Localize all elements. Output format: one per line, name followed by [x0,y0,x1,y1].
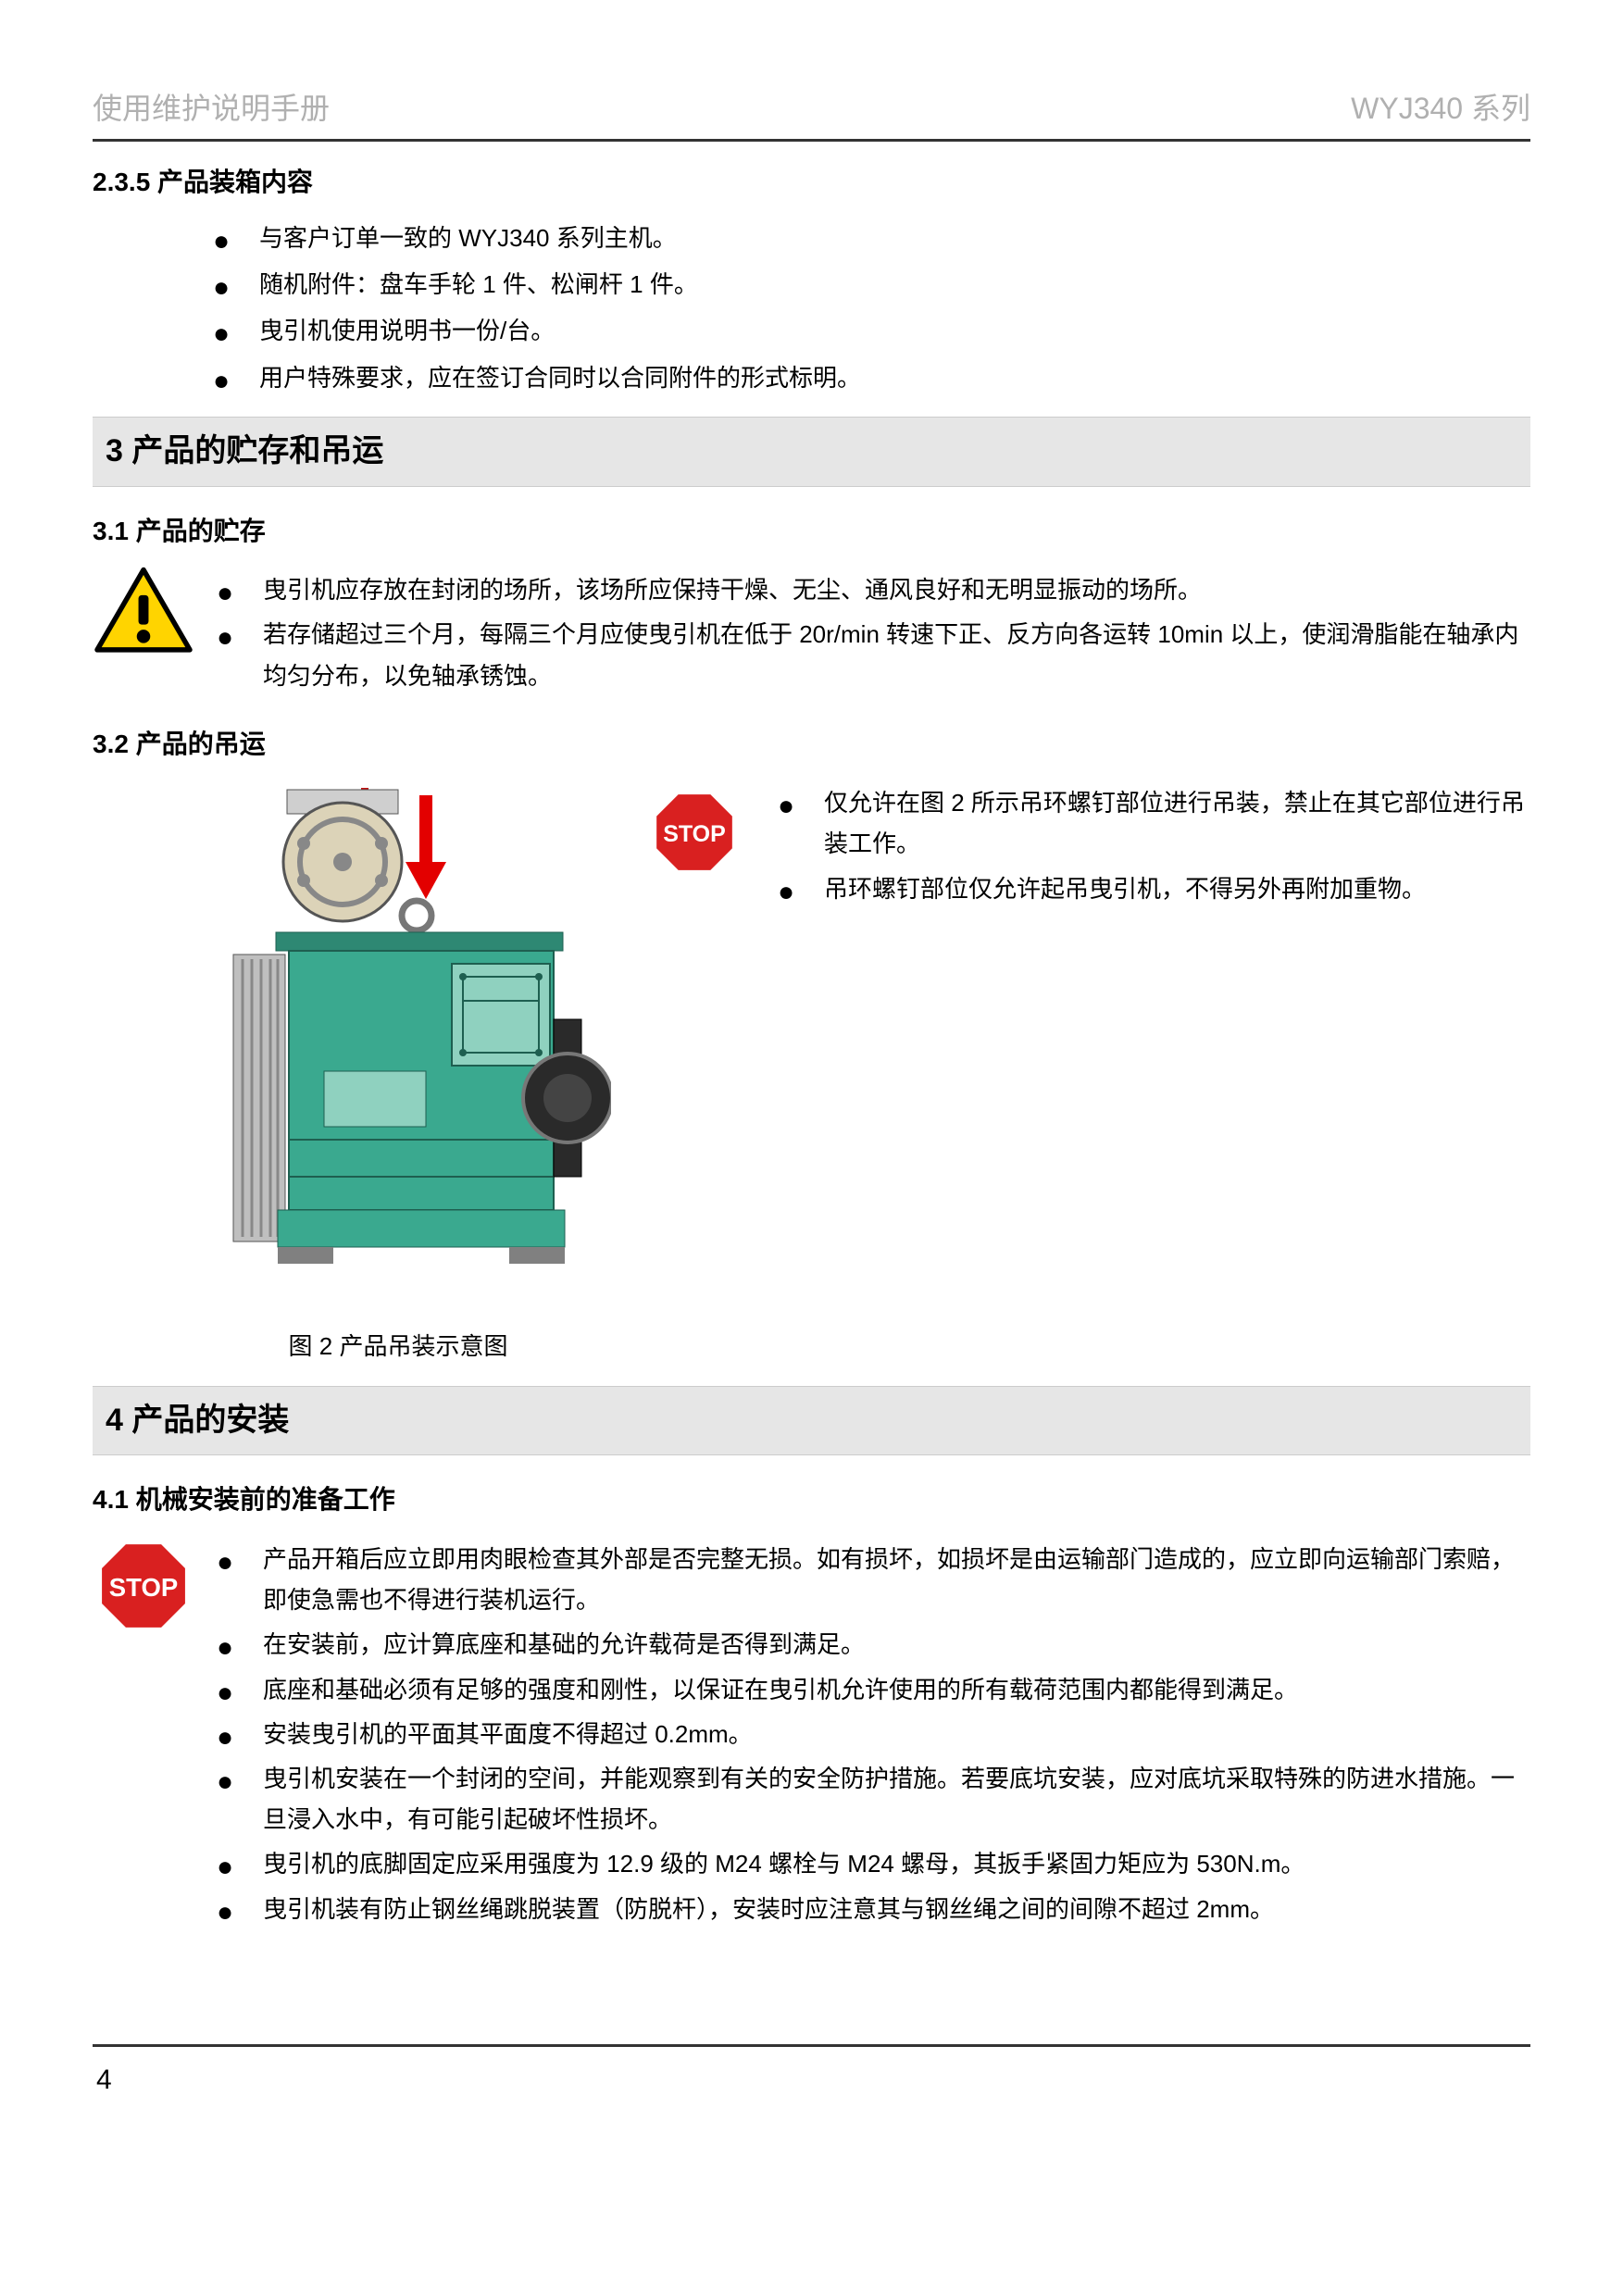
page-header: 使用维护说明手册 WYJ340 系列 [93,83,1530,142]
list-item: 安装曳引机的平面其平面度不得超过 0.2mm。 [217,1714,1530,1754]
heading-235: 2.3.5 产品装箱内容 [93,160,1530,205]
warning-icon [93,566,194,670]
header-series: WYJ340 系列 [1351,83,1530,133]
section-3-title: 3 产品的贮存和吊运 [93,417,1530,487]
list-item: 在安装前，应计算底座和基础的允许载荷是否得到满足。 [217,1624,1530,1665]
heading-31: 3.1 产品的贮存 [93,509,1530,554]
list-item: 底座和基础必须有足够的强度和刚性，以保证在曳引机允许使用的所有载荷范围内都能得到… [217,1669,1530,1710]
list-item: 曳引机的底脚固定应采用强度为 12.9 级的 M24 螺栓与 M24 螺母，其扳… [217,1843,1530,1884]
machine-figure [93,779,611,1309]
header-manual-title: 使用维护说明手册 [93,83,330,133]
section-4-title: 4 产品的安装 [93,1386,1530,1456]
list-item: 曳引机装有防止钢丝绳跳脱装置（防脱杆），安装时应注意其与钢丝绳之间的间隙不超过 … [217,1889,1530,1929]
svg-text:STOP: STOP [663,821,726,847]
list-31: 曳引机应存放在封闭的场所，该场所应保持干燥、无尘、通风良好和无明显振动的场所。 … [217,566,1530,700]
heading-32: 3.2 产品的吊运 [93,722,1530,767]
list-item: 曳引机使用说明书一份/台。 [213,310,1530,351]
list-41: 产品开箱后应立即用肉眼检查其外部是否完整无损。如有损坏，如损坏是由运输部门造成的… [217,1535,1530,1933]
list-item: 若存储超过三个月，每隔三个月应使曳引机在低于 20r/min 转速下正、反方向各… [217,614,1530,695]
page-number: 4 [96,2056,1530,2103]
list-item: 与客户订单一致的 WYJ340 系列主机。 [213,218,1530,258]
footer-rule [93,2044,1530,2047]
list-item: 仅允许在图 2 所示吊环螺钉部位进行吊装，禁止在其它部位进行吊装工作。 [778,782,1530,864]
stop-icon: STOP [639,779,750,891]
list-32: 仅允许在图 2 所示吊环螺钉部位进行吊装，禁止在其它部位进行吊装工作。 吊环螺钉… [778,782,1530,909]
stop-icon: STOP [93,1535,194,1649]
svg-text:STOP: STOP [109,1573,178,1602]
list-235: 与客户订单一致的 WYJ340 系列主机。 随机附件：盘车手轮 1 件、松闸杆 … [213,218,1530,398]
list-item: 曳引机安装在一个封闭的空间，并能观察到有关的安全防护措施。若要底坑安装，应对底坑… [217,1758,1530,1840]
list-item: 随机附件：盘车手轮 1 件、松闸杆 1 件。 [213,264,1530,305]
list-item: 用户特殊要求，应在签订合同时以合同附件的形式标明。 [213,357,1530,398]
figure-2-caption: 图 2 产品吊装示意图 [93,1326,704,1366]
list-item: 曳引机应存放在封闭的场所，该场所应保持干燥、无尘、通风良好和无明显振动的场所。 [217,569,1530,610]
list-item: 吊环螺钉部位仅允许起吊曳引机，不得另外再附加重物。 [778,868,1530,909]
list-item: 产品开箱后应立即用肉眼检查其外部是否完整无损。如有损坏，如损坏是由运输部门造成的… [217,1539,1530,1620]
heading-41: 4.1 机械安装前的准备工作 [93,1478,1530,1522]
